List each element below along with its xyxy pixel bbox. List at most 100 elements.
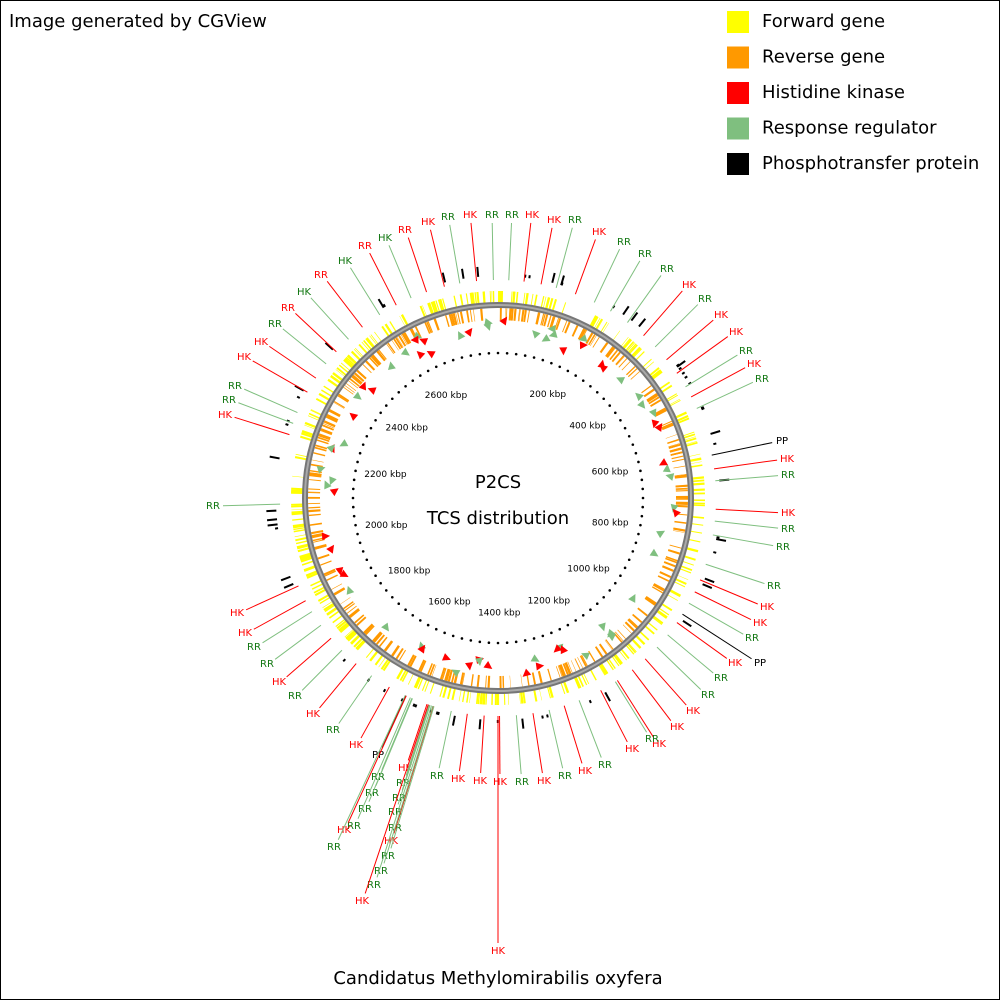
scale-dot [505,641,509,645]
feature-leader [310,297,349,340]
tcs-triangle [665,473,675,481]
feature-leader [397,704,431,805]
forward-gene [369,650,379,662]
feature-label: RR [701,690,715,701]
reverse-gene [343,601,354,610]
tcs-mark [546,714,549,718]
forward-gene [301,432,314,439]
scale-dot [434,365,438,369]
feature-leader [253,600,306,630]
feature-label: HK [747,359,762,370]
reverse-gene [588,650,596,662]
legend-swatch [727,11,749,33]
forward-gene [442,685,448,698]
feature-leader [405,704,430,776]
reverse-gene [595,646,604,658]
feature-label: HK [537,776,552,787]
feature-leader [222,503,281,507]
feature-label: HK [297,287,312,298]
forward-gene [338,622,349,632]
scale-dot [411,379,415,382]
feature-leader [631,669,672,721]
forward-gene [650,369,662,379]
tcs-triangle [321,532,331,541]
feature-leader [555,227,573,289]
scale-dot [619,574,622,577]
tcs-mark [324,342,334,351]
feature-leader [491,222,494,281]
tcs-mark [713,551,717,554]
scale-dot [532,356,536,359]
reverse-gene [555,318,562,331]
reverse-gene [648,396,660,405]
tcs-mark [478,719,482,730]
tcs-mark [684,375,688,379]
feature-label: HK [728,658,743,669]
scale-dot [514,352,518,356]
feature-label: RR [371,772,385,783]
tcs-triangle [381,622,389,632]
tcs-mark [382,688,387,693]
gene-rings [291,291,705,705]
forward-gene [339,623,351,633]
scale-dot [487,351,491,355]
forward-gene [652,616,663,625]
scale-dot [460,356,464,359]
reverse-gene [391,645,400,657]
tcs-mark [551,272,556,283]
tcs-triangle [522,668,532,677]
feature-leader [627,275,662,323]
feature-label: RR [396,778,410,789]
tcs-triangle [349,412,359,421]
tcs-triangle [656,530,666,539]
tcs-triangle [458,331,466,341]
forward-gene [350,634,360,645]
tcs-triangle [541,334,551,342]
reverse-gene [609,349,618,360]
scale-dot [404,608,407,612]
forward-gene [327,378,339,388]
feature-leader [523,222,532,282]
map-title: TCS distribution [426,508,569,529]
scale-dot [637,460,640,464]
feature-leader [458,713,468,772]
feature-leader [326,280,363,328]
reverse-gene [626,365,636,375]
forward-gene [300,555,313,561]
backbone-inner [304,304,692,692]
scale-label: 1000 kbp [567,564,610,574]
feature-leader [578,700,602,758]
reverse-gene [426,321,432,334]
feature-leader [470,222,478,282]
feature-leader [688,602,744,635]
scale-dot [496,641,500,645]
reverse-gene [322,424,334,431]
reverse-gene [659,571,672,578]
forward-gene [351,350,361,361]
feature-leader [540,227,553,285]
forward-gene [595,318,603,330]
tcs-triangle [662,463,671,473]
tcs-triangle [648,408,657,418]
reverse-gene [354,614,365,624]
forward-gene [622,338,633,350]
scale-label: 800 kbp [592,518,629,528]
feature-label: RR [645,734,659,745]
reverse-gene [403,332,411,344]
feature-label: HK [592,227,607,238]
reverse-gene [393,338,402,350]
tcs-triangle [339,569,349,577]
reverse-gene [365,625,375,636]
scale-dot [384,589,388,592]
legend-label: Histidine kinase [762,82,905,103]
feature-label: PP [372,750,384,761]
forward-gene [625,341,635,352]
tcs-triangle [599,364,609,373]
scale-dot [487,641,491,645]
tcs-triangle [628,593,636,603]
feature-leader [676,336,729,374]
scale-dot [541,358,545,362]
feature-leader [685,354,738,388]
scale-dot [608,404,612,407]
scale-dot [426,623,430,627]
